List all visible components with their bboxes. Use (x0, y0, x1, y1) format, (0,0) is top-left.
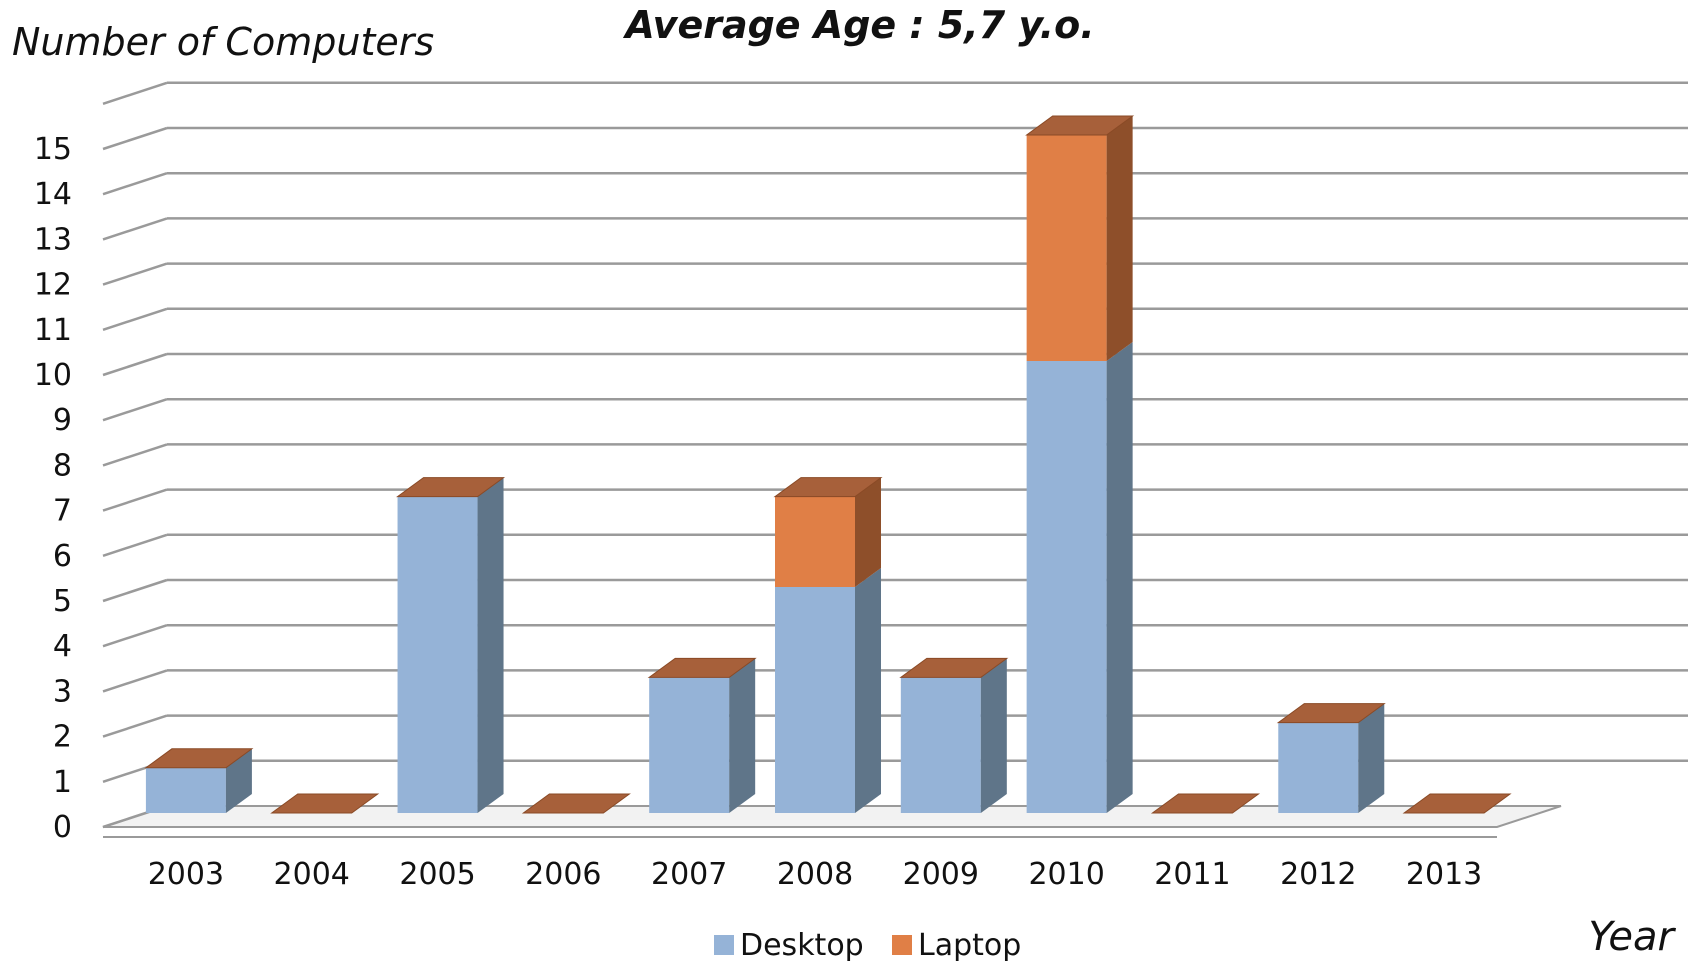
bar-desktop-2003 (145, 767, 226, 813)
bar-top-2009 (899, 657, 1009, 678)
bar-side-laptop-2008 (855, 477, 881, 587)
gridline-side (102, 624, 168, 648)
bar-side-desktop-2007 (729, 658, 756, 813)
gridline-side (102, 398, 168, 422)
gridline-side (102, 262, 168, 286)
bar-top-2013 (1402, 793, 1512, 814)
legend-swatch-laptop (892, 935, 912, 955)
x-tick-label: 2012 (1280, 857, 1356, 892)
chart-title: Average Age : 5,7 y.o. (622, 3, 1094, 47)
bar-desktop-2009 (900, 677, 981, 813)
x-tick-label: 2005 (399, 857, 475, 892)
gridline-side (102, 669, 168, 693)
x-axis-title: Year (1588, 914, 1676, 960)
bar-side-desktop-2005 (477, 477, 504, 813)
gridline-side (102, 81, 168, 105)
bar-side-desktop-2010 (1106, 342, 1133, 813)
y-tick-label: 5 (53, 584, 72, 619)
y-tick-label: 15 (34, 132, 72, 167)
gridline-side (102, 714, 168, 738)
x-tick-label: 2004 (274, 857, 350, 892)
bar-side-desktop-2003 (225, 748, 252, 813)
y-tick-label: 7 (53, 494, 72, 529)
x-tick-label: 2010 (1028, 857, 1104, 892)
x-tick-label: 2009 (903, 857, 979, 892)
bar-top-2004 (270, 793, 380, 814)
bar-top-2005 (396, 477, 506, 498)
y-tick-label: 12 (34, 268, 72, 303)
bar-laptop-2008 (775, 496, 855, 587)
legend-label-laptop: Laptop (918, 928, 1021, 961)
gridlines (102, 81, 1688, 838)
gridline-side (102, 217, 168, 241)
y-tick-label: 3 (53, 674, 72, 709)
bar-top-2011 (1150, 793, 1260, 814)
gridline-side (102, 443, 168, 467)
gridline-side (102, 578, 168, 603)
y-tick-label: 11 (34, 313, 72, 348)
y-tick-label: 0 (53, 810, 72, 845)
x-tick-label: 2011 (1154, 857, 1230, 892)
bar-side-desktop-2009 (980, 658, 1007, 813)
bar-side-desktop-2012 (1358, 703, 1385, 813)
bar-top-2007 (647, 657, 757, 678)
y-tick-label: 14 (34, 177, 72, 212)
bar-top-2012 (1276, 703, 1386, 724)
bar-side-desktop-2008 (855, 568, 881, 813)
bar-top-2010 (1025, 115, 1135, 136)
x-tick-label: 2003 (148, 857, 224, 892)
bar-top-2008 (773, 477, 883, 498)
x-tick-label: 2006 (525, 857, 601, 892)
y-tick-label: 6 (53, 539, 72, 574)
y-tick-label: 9 (53, 403, 72, 438)
y-tick-label: 4 (53, 629, 72, 664)
y-axis-title: Number of Computers (12, 20, 434, 64)
gridline-side (102, 307, 168, 331)
gridline-side (102, 352, 168, 377)
bar-desktop-2008 (775, 587, 855, 813)
x-tick-label: 2013 (1406, 857, 1482, 892)
legend: Desktop Laptop (714, 928, 1021, 961)
y-tick-label: 1 (53, 765, 72, 800)
bar-desktop-2007 (649, 677, 730, 813)
y-tick-label: 10 (34, 358, 72, 393)
y-tick-label: 2 (53, 720, 72, 755)
bar-desktop-2005 (397, 496, 478, 813)
legend-label-desktop: Desktop (740, 928, 864, 961)
gridline-side (102, 533, 168, 557)
bars (144, 115, 1512, 814)
bar-laptop-2010 (1026, 135, 1107, 361)
bar-side-laptop-2010 (1106, 116, 1133, 361)
x-tick-label: 2008 (777, 857, 853, 892)
y-tick-label: 8 (53, 448, 72, 483)
bar-desktop-2010 (1026, 361, 1107, 813)
gridline-side (102, 126, 168, 151)
bar-top-2006 (521, 793, 631, 814)
x-tick-label: 2007 (651, 857, 727, 892)
gridline-side (102, 172, 168, 196)
bar-top-2003 (144, 748, 254, 769)
y-tick-label: 13 (34, 222, 72, 257)
legend-swatch-desktop (714, 935, 734, 955)
bar-desktop-2012 (1278, 722, 1359, 813)
gridline-side (102, 488, 168, 512)
